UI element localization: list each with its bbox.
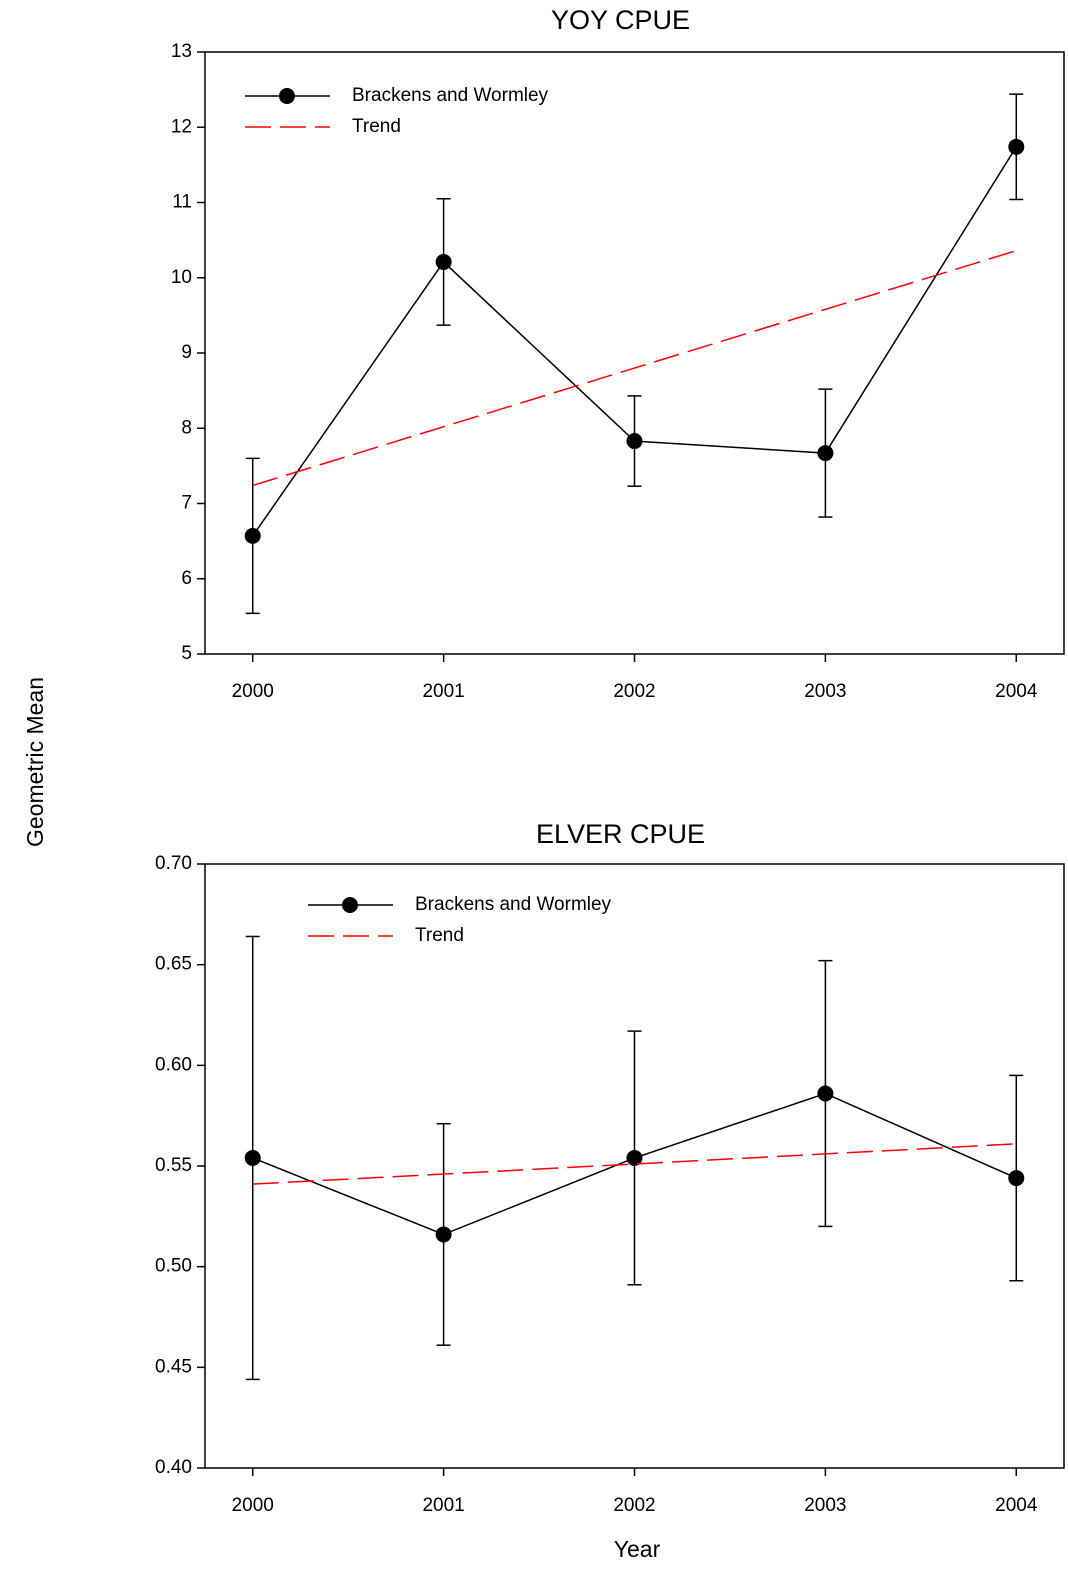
y-tick-label: 0.70 [155, 853, 192, 874]
x-tick-label: 2000 [232, 1495, 274, 1516]
y-tick-label: 10 [171, 267, 192, 288]
x-tick-label: 2004 [995, 1495, 1038, 1516]
data-point [435, 253, 452, 270]
data-point [817, 445, 834, 462]
y-tick-label: 11 [172, 192, 192, 213]
x-tick-label: 2001 [422, 1495, 464, 1516]
legend-label: Trend [352, 116, 401, 137]
y-tick-label: 0.45 [155, 1356, 192, 1377]
legend-marker [279, 88, 295, 104]
x-tick-label: 2001 [422, 681, 464, 702]
data-point [817, 1085, 834, 1102]
trend-line [252, 1143, 1017, 1185]
y-tick-label: 7 [181, 493, 192, 514]
data-point [244, 1149, 261, 1166]
x-axis-title: Year [614, 1536, 661, 1562]
y-tick-label: 9 [181, 342, 192, 363]
data-point [626, 433, 643, 450]
y-tick-label: 0.40 [155, 1457, 192, 1478]
y-tick-label: 5 [181, 643, 192, 664]
x-tick-label: 2003 [804, 1495, 846, 1516]
chart-title: YOY CPUE [551, 5, 690, 35]
y-tick-label: 0.65 [155, 954, 192, 975]
legend-marker [342, 897, 358, 913]
legend-label: Brackens and Wormley [352, 85, 549, 106]
legend-label: Brackens and Wormley [415, 894, 612, 915]
y-tick-label: 6 [181, 568, 192, 589]
data-point [626, 1149, 643, 1166]
y-tick-label: 12 [171, 116, 192, 137]
plot-frame [204, 863, 1065, 1469]
data-point [435, 1226, 452, 1243]
data-point [244, 527, 261, 544]
chart-title: ELVER CPUE [536, 819, 705, 849]
x-tick-label: 2002 [613, 681, 655, 702]
x-tick-label: 2004 [995, 681, 1038, 702]
y-tick-label: 0.60 [155, 1054, 192, 1075]
plot-frame [204, 51, 1065, 655]
x-tick-label: 2003 [804, 681, 846, 702]
x-tick-label: 2000 [232, 681, 274, 702]
y-tick-label: 0.50 [155, 1256, 192, 1277]
y-tick-label: 8 [181, 417, 192, 438]
data-point [1008, 138, 1025, 155]
x-tick-label: 2002 [613, 1495, 655, 1516]
y-tick-label: 0.55 [155, 1155, 192, 1176]
data-point [1008, 1170, 1025, 1187]
legend-label: Trend [415, 925, 464, 946]
y-tick-label: 13 [171, 41, 192, 62]
y-axis-title: Geometric Mean [22, 677, 48, 847]
trend-line [252, 249, 1017, 487]
